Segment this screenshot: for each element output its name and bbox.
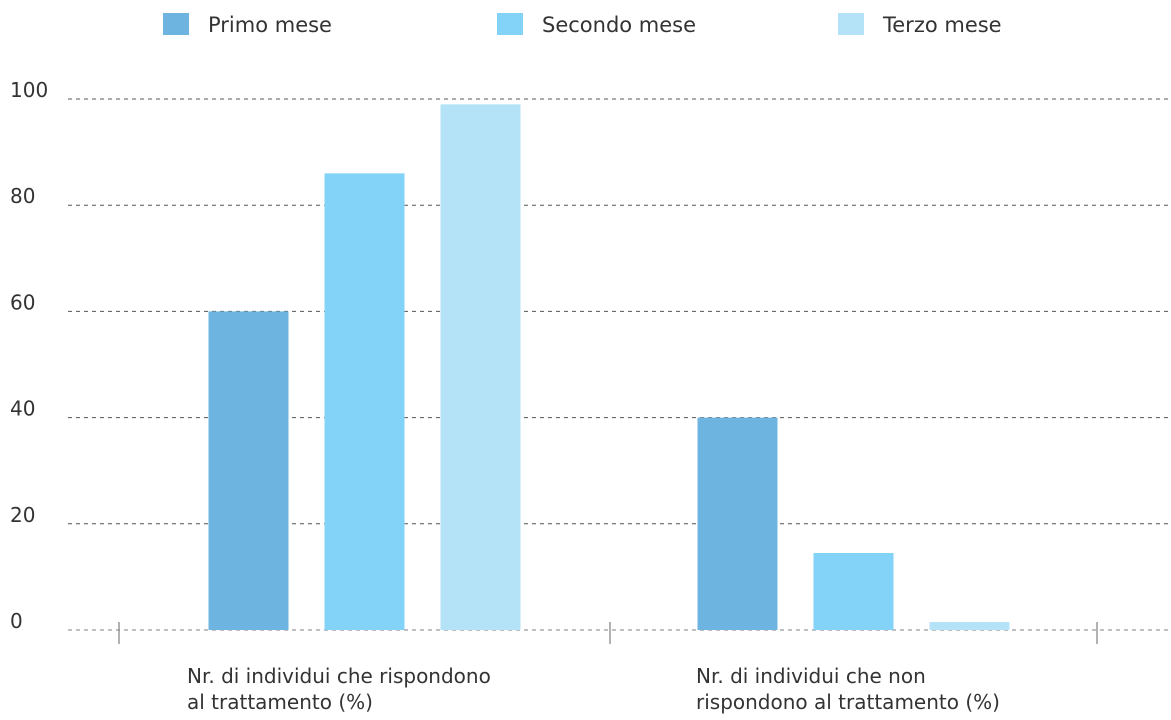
- y-tick-label-60: 60: [10, 290, 35, 314]
- bars: [208, 104, 1010, 630]
- bar-group1-series1: [208, 311, 289, 630]
- legend-swatch-3: [838, 13, 864, 35]
- legend-swatch-1: [163, 13, 189, 35]
- y-tick-label-20: 20: [10, 503, 35, 527]
- y-tick-label-80: 80: [10, 184, 35, 208]
- legend: Primo mese Secondo mese Terzo mese: [163, 13, 1002, 37]
- bar-group1-series2: [324, 173, 405, 630]
- y-tick-label-40: 40: [10, 397, 35, 421]
- bar-group1-series3: [440, 104, 521, 630]
- legend-label-2: Secondo mese: [542, 13, 696, 37]
- legend-label-3: Terzo mese: [882, 13, 1002, 37]
- x-axis: [118, 622, 1098, 644]
- bar-group2-series1: [697, 417, 778, 630]
- category-label-2: Nr. di individui che non rispondono al tr…: [696, 664, 1000, 714]
- bar-group2-series3: [929, 622, 1010, 630]
- y-tick-label-0: 0: [10, 609, 23, 633]
- legend-swatch-2: [497, 13, 523, 35]
- legend-label-1: Primo mese: [208, 13, 332, 37]
- category-label-1: Nr. di individui che rispondono al tratta…: [187, 664, 491, 714]
- bar-group2-series2: [813, 553, 894, 630]
- category-labels: Nr. di individui che rispondono al tratta…: [187, 664, 1000, 714]
- y-tick-label-100: 100: [10, 78, 48, 102]
- y-tick-labels: 0 20 40 60 80 100: [10, 78, 48, 633]
